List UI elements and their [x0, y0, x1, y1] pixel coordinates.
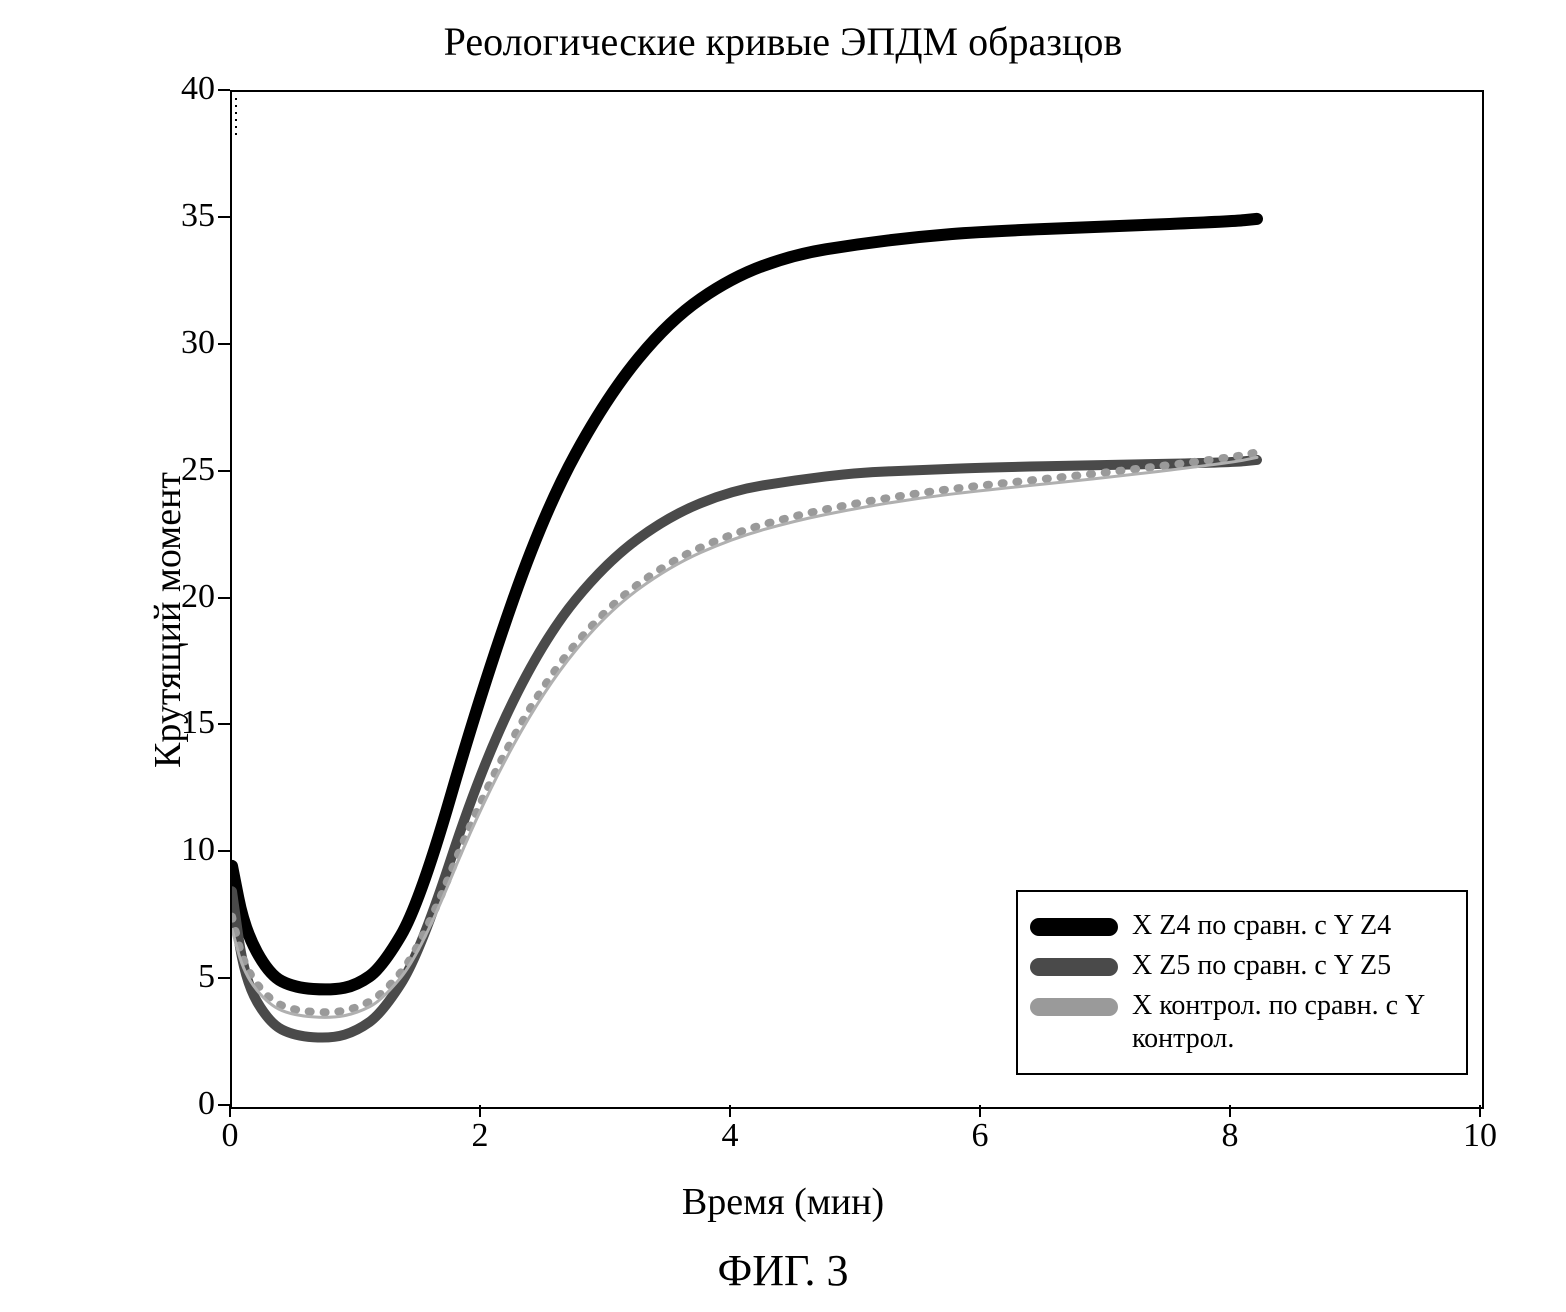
x-tick-label: 6 [950, 1117, 1010, 1155]
legend-item: X Z5 по сравн. с Y Z5 [1030, 950, 1452, 982]
y-tick-mark [218, 89, 230, 91]
y-tick-label: 40 [145, 70, 215, 108]
y-tick-label: 15 [145, 704, 215, 742]
y-tick-mark [218, 470, 230, 472]
legend-label: X Z4 по сравн. с Y Z4 [1132, 910, 1391, 942]
y-tick-mark [218, 216, 230, 218]
x-axis-label: Время (мин) [0, 1180, 1566, 1224]
y-tick-label: 10 [145, 831, 215, 869]
x-tick-mark [479, 1105, 481, 1117]
x-tick-mark [229, 1105, 231, 1117]
x-tick-mark [979, 1105, 981, 1117]
series-line [232, 219, 1257, 990]
y-tick-label: 25 [145, 451, 215, 489]
x-tick-label: 8 [1200, 1117, 1260, 1155]
y-tick-label: 30 [145, 324, 215, 362]
x-tick-mark [1229, 1105, 1231, 1117]
legend-item: X контрол. по сравн. с Y контрол. [1030, 990, 1452, 1054]
x-tick-label: 10 [1450, 1117, 1510, 1155]
x-tick-label: 0 [200, 1117, 260, 1155]
x-tick-mark [1479, 1105, 1481, 1117]
y-tick-mark [218, 343, 230, 345]
x-tick-mark [729, 1105, 731, 1117]
y-tick-label: 20 [145, 578, 215, 616]
legend: X Z4 по сравн. с Y Z4 X Z5 по сравн. с Y … [1016, 890, 1468, 1075]
y-tick-mark [218, 850, 230, 852]
figure-caption: ФИГ. 3 [0, 1245, 1566, 1296]
x-tick-label: 2 [450, 1117, 510, 1155]
y-tick-mark [218, 977, 230, 979]
y-tick-label: 5 [145, 958, 215, 996]
legend-label: X контрол. по сравн. с Y контрол. [1132, 990, 1452, 1054]
y-tick-mark [218, 597, 230, 599]
chart-title: Реологические кривые ЭПДМ образцов [0, 18, 1566, 65]
legend-swatch [1030, 958, 1118, 976]
legend-item: X Z4 по сравн. с Y Z4 [1030, 910, 1452, 942]
legend-swatch [1030, 998, 1118, 1016]
chart-container: Реологические кривые ЭПДМ образцов Крутя… [0, 0, 1566, 1312]
y-tick-label: 35 [145, 197, 215, 235]
legend-label: X Z5 по сравн. с Y Z5 [1132, 950, 1391, 982]
y-tick-mark [218, 723, 230, 725]
x-tick-label: 4 [700, 1117, 760, 1155]
legend-swatch [1030, 918, 1118, 936]
